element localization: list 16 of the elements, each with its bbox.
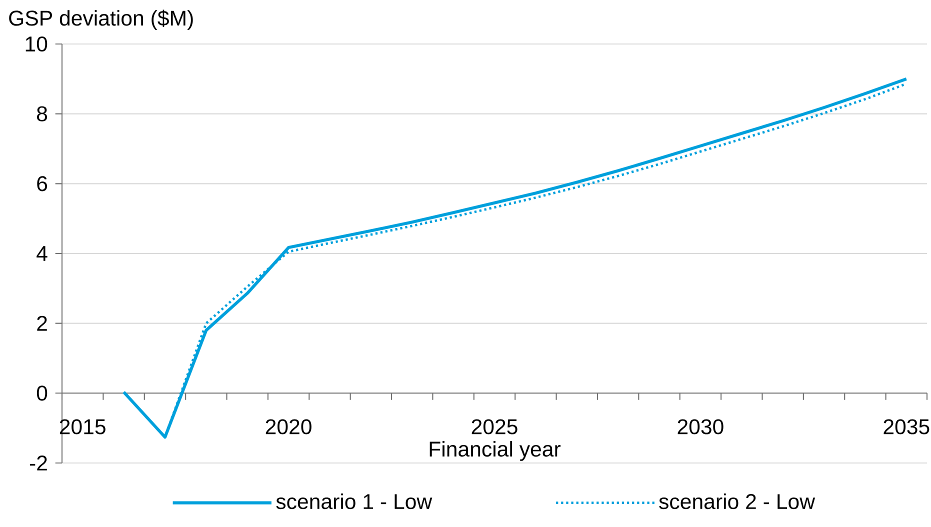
x-tick-label: 2025 xyxy=(472,419,518,434)
legend-label: scenario 2 - Low xyxy=(659,493,816,510)
y-tick-label: 6 xyxy=(37,176,48,192)
y-tick-label: 10 xyxy=(26,36,48,52)
y-tick-label: 0 xyxy=(36,386,48,401)
y-tick-label: 8 xyxy=(37,106,48,122)
x-tick-label: 2035 xyxy=(884,419,930,434)
x-tick-label: 2030 xyxy=(678,419,724,434)
y-tick-label: 4 xyxy=(36,246,48,261)
y-tick-label: -2 xyxy=(30,456,47,470)
x-tick-label: 2015 xyxy=(60,419,106,434)
x-tick-label: 2020 xyxy=(266,419,312,434)
y-axis-title: GSP deviation ($M) xyxy=(9,10,193,30)
legend-label: scenario 1 - Low xyxy=(276,493,432,510)
x-axis-title: Financial year xyxy=(430,441,561,461)
y-tick-label: 2 xyxy=(37,316,47,331)
